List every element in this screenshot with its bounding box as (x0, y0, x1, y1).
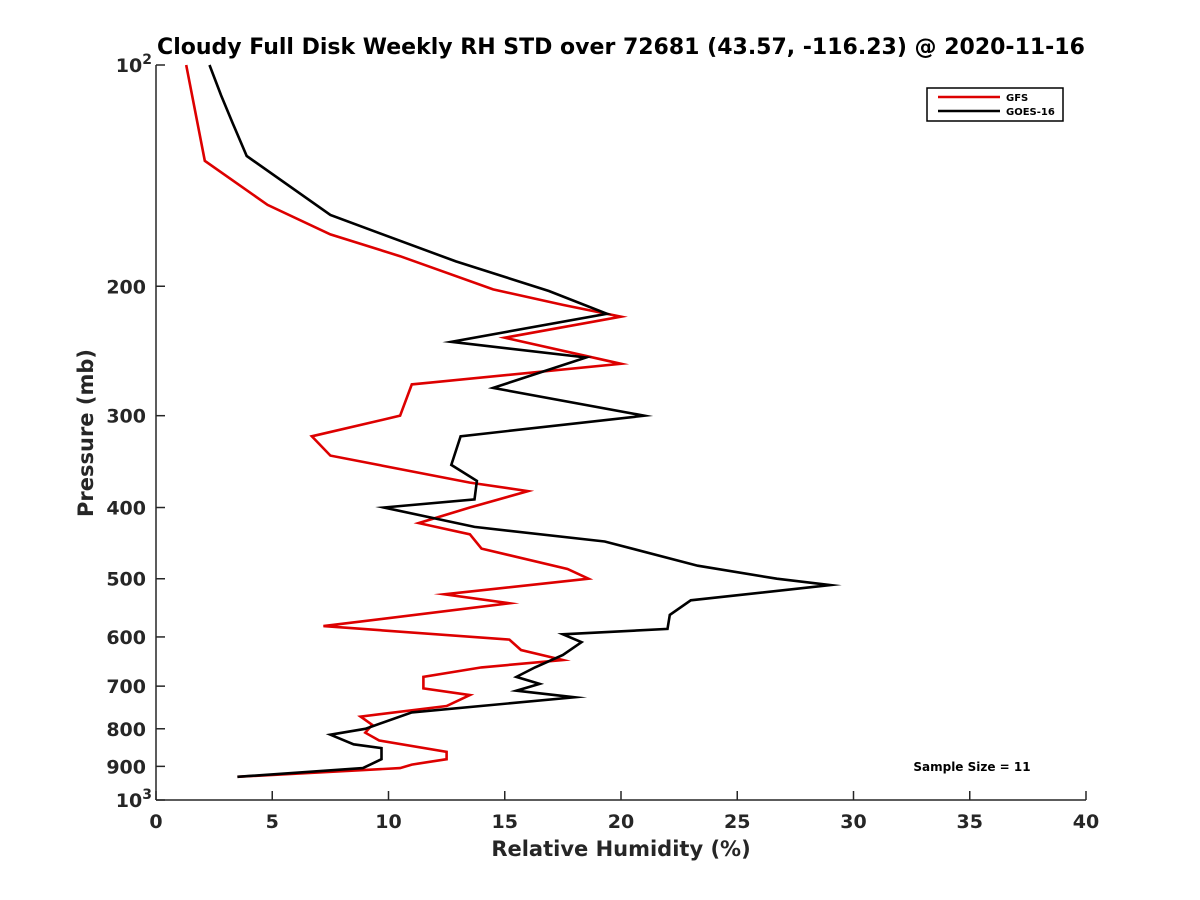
x-tick-label: 20 (608, 811, 634, 833)
y-tick-label: 500 (106, 569, 146, 591)
x-tick-label: 5 (266, 811, 279, 833)
legend-label-goes16: GOES-16 (1006, 107, 1055, 118)
y-ticks: 102 200 300 400 500 600 700 800 900 103 (106, 52, 165, 812)
x-tick-label: 40 (1073, 811, 1099, 833)
x-tick-label: 10 (375, 811, 401, 833)
series-line-gfs (184, 64, 630, 779)
legend-box (926, 87, 1064, 122)
x-axis-label: Relative Humidity (%) (491, 837, 750, 861)
y-tick-label: 103 (116, 787, 152, 812)
y-tick-label: 102 (116, 52, 152, 77)
y-tick-label: 900 (106, 756, 146, 778)
y-tick-label: 700 (106, 676, 146, 698)
x-tick-label: 35 (957, 811, 983, 833)
x-tick-label: 30 (840, 811, 866, 833)
x-tick-label: 25 (724, 811, 750, 833)
y-tick-label: 300 (106, 406, 146, 428)
legend: GFS GOES-16 (926, 87, 1064, 122)
y-tick-label: 400 (106, 498, 146, 520)
chart-title: Cloudy Full Disk Weekly RH STD over 7268… (157, 35, 1085, 60)
y-tick-label: 200 (106, 276, 146, 298)
x-tick-label: 0 (149, 811, 162, 833)
plot-area (155, 65, 1086, 801)
y-tick-label: 800 (106, 719, 146, 741)
series-line-goes-16 (208, 64, 842, 779)
x-ticks: 0 5 10 15 20 25 30 35 40 (149, 791, 1099, 833)
legend-label-gfs: GFS (1006, 93, 1028, 104)
sample-size-annotation: Sample Size = 11 (913, 760, 1030, 774)
series-layer (184, 64, 842, 779)
x-tick-label: 15 (492, 811, 518, 833)
y-tick-label: 600 (106, 627, 146, 649)
y-axis-label: Pressure (mb) (74, 349, 98, 517)
